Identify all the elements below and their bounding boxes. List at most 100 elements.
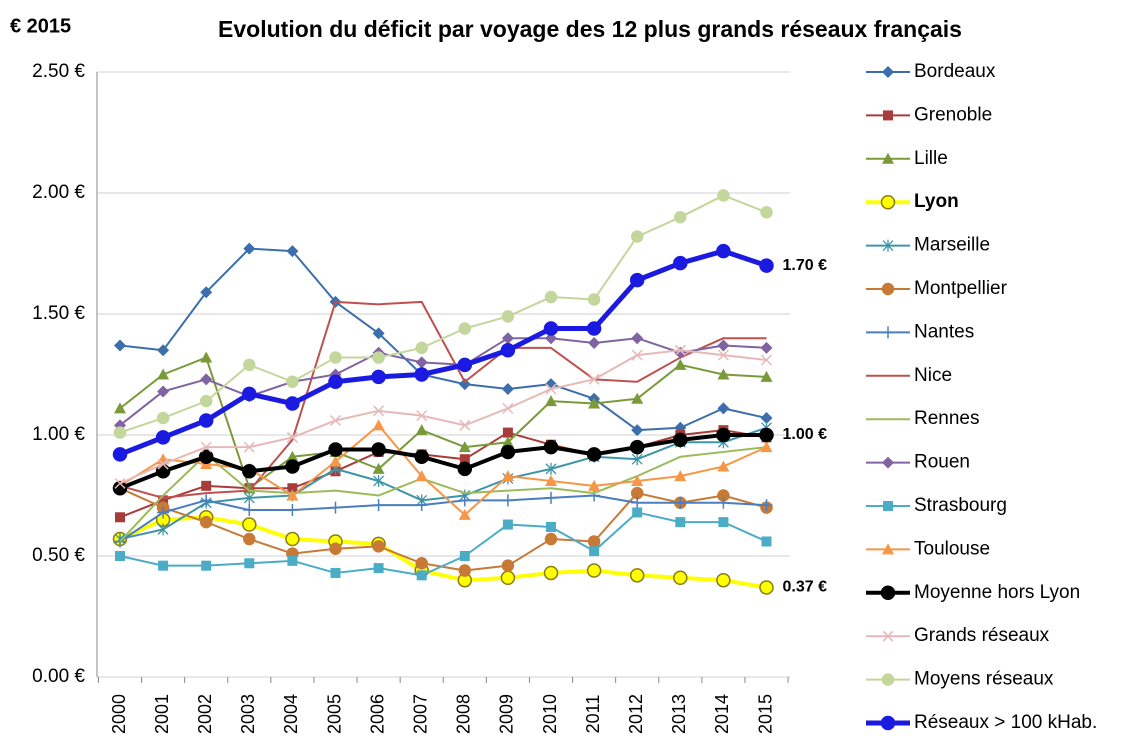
x-tick-label: 2014 — [712, 694, 732, 734]
point — [502, 519, 513, 530]
point — [631, 453, 643, 466]
point — [372, 499, 385, 512]
legend-marker — [880, 715, 896, 731]
legend-marker — [882, 239, 894, 252]
point — [587, 293, 601, 306]
legend-label: Lille — [914, 148, 948, 169]
point — [717, 189, 730, 202]
point — [586, 447, 602, 462]
legend-marker — [880, 585, 896, 601]
point — [157, 385, 170, 398]
point — [243, 441, 255, 453]
point — [285, 396, 300, 411]
point — [415, 341, 428, 355]
legend-label: Rennes — [914, 408, 980, 429]
point — [372, 351, 385, 364]
point — [242, 386, 257, 402]
y-tick-label: 0.50 € — [32, 545, 85, 566]
x-tick-label: 2015 — [755, 694, 775, 734]
point — [760, 499, 773, 512]
point — [112, 447, 128, 462]
point — [501, 383, 514, 396]
point — [716, 427, 731, 443]
point — [759, 427, 774, 443]
point — [589, 546, 600, 557]
y-axis-label: € 2015 — [10, 15, 71, 37]
point — [244, 558, 255, 569]
point — [286, 431, 298, 443]
x-tick-label: 2013 — [669, 694, 689, 734]
point — [501, 494, 514, 507]
point — [674, 470, 687, 482]
point — [286, 375, 299, 389]
point — [545, 491, 557, 504]
x-tick-label: 2000 — [109, 694, 129, 734]
point — [372, 462, 385, 474]
point — [759, 580, 774, 595]
point — [373, 405, 385, 417]
point — [673, 255, 688, 271]
point — [156, 411, 170, 425]
point — [285, 459, 300, 474]
legend-marker — [880, 194, 896, 210]
point — [458, 564, 472, 577]
x-tick-label: 2006 — [367, 694, 387, 734]
y-tick-label: 1.00 € — [32, 424, 85, 445]
point — [372, 419, 385, 431]
point — [158, 560, 169, 571]
point — [629, 568, 645, 583]
legend-label: Marseille — [914, 235, 990, 256]
point — [457, 461, 473, 477]
legend-marker — [882, 456, 894, 469]
point — [328, 374, 343, 390]
point — [414, 367, 429, 382]
point — [629, 439, 645, 455]
point — [115, 551, 125, 561]
point — [158, 495, 169, 506]
point — [543, 439, 559, 455]
x-tick-label: 2009 — [497, 694, 517, 734]
y-tick-label: 0.00 € — [32, 666, 85, 687]
point — [415, 356, 428, 369]
point — [329, 542, 342, 555]
point — [760, 370, 773, 382]
point — [243, 242, 256, 255]
point — [673, 432, 688, 448]
series-line — [119, 494, 767, 543]
x-tick-label: 2001 — [152, 694, 172, 734]
point — [717, 349, 729, 361]
point — [502, 402, 514, 414]
point — [587, 535, 601, 548]
point — [674, 210, 687, 224]
point — [588, 373, 600, 385]
point — [674, 496, 687, 509]
x-tick-label: 2005 — [324, 694, 344, 734]
x-tick-label: 2002 — [195, 694, 215, 734]
y-tick-label: 2.50 € — [32, 61, 85, 82]
point — [416, 570, 427, 581]
point — [199, 515, 213, 529]
series-line — [119, 300, 767, 499]
point — [717, 339, 730, 352]
point — [415, 424, 428, 436]
point — [114, 477, 126, 489]
point — [457, 357, 473, 373]
x-tick-label: 2008 — [454, 694, 474, 734]
point — [675, 517, 686, 528]
point — [112, 480, 128, 496]
series-line — [119, 349, 767, 485]
legend-label: Grenoble — [914, 104, 992, 125]
legend-marker — [883, 501, 893, 511]
point — [286, 504, 299, 517]
point — [114, 402, 126, 414]
point — [718, 517, 729, 528]
point — [286, 245, 299, 258]
point — [631, 349, 643, 361]
point — [114, 339, 126, 352]
point — [630, 230, 644, 243]
point — [588, 489, 601, 502]
point — [414, 449, 429, 465]
point — [200, 286, 213, 299]
point — [198, 449, 214, 465]
value-label: 0.37 € — [783, 579, 828, 596]
